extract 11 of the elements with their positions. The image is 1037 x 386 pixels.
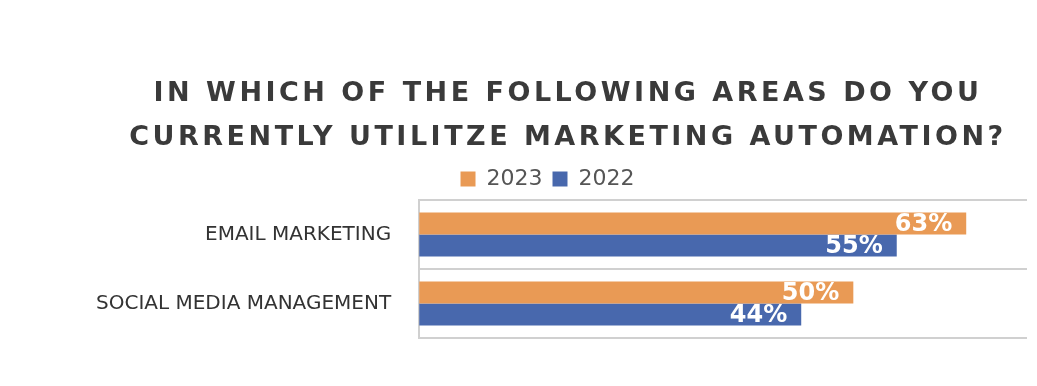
legend-label: 2023 (486, 164, 543, 190)
data-label: 63% (894, 208, 953, 237)
y-tick-label: EMAIL MARKETING (205, 220, 392, 245)
bar (419, 303, 802, 326)
bar (419, 234, 897, 257)
chart-title: IN WHICH OF THE FOLLOWING AREAS DO YOU CURRENTLY UTILITZE MARKETING AUTOMATION? (128, 75, 1008, 153)
y-tick-label: SOCIAL MEDIA MANAGEMENT (95, 289, 392, 314)
legend-label: 2022 (578, 164, 635, 190)
bar (419, 281, 854, 304)
bar (419, 212, 967, 235)
data-label: 55% (825, 230, 883, 259)
